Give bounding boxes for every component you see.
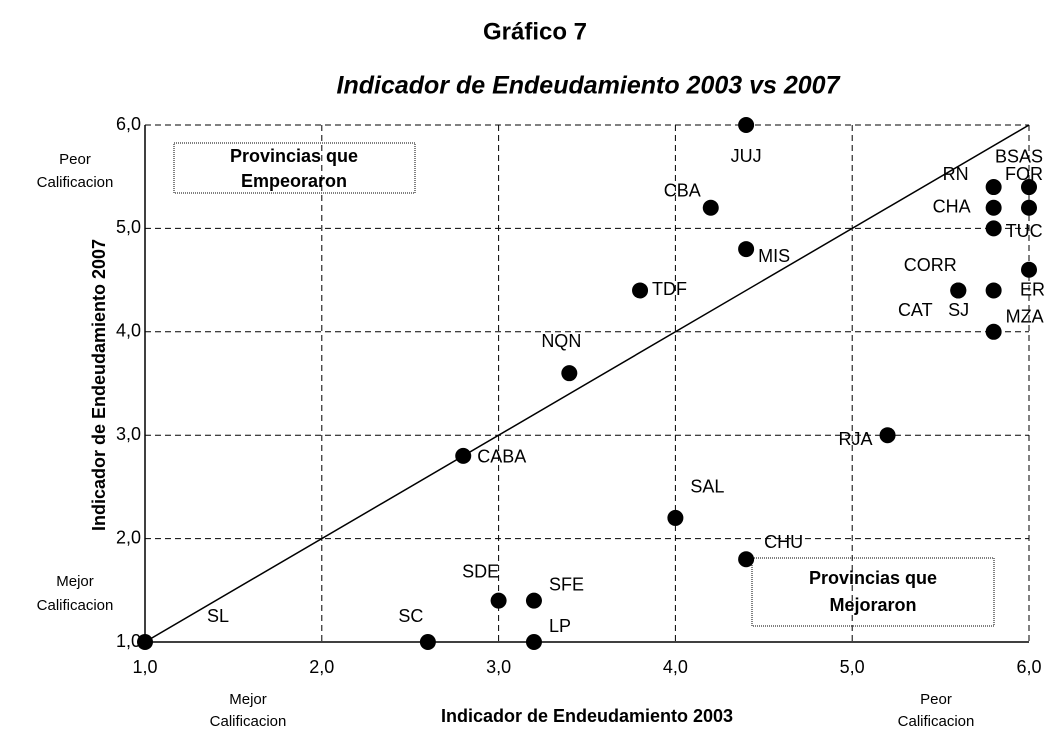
x-tick-label: 2,0 [309,657,334,677]
point [702,199,719,216]
point [561,365,578,382]
point [950,282,967,299]
point [525,592,542,609]
point [738,551,755,568]
x-tick-label: 1,0 [132,657,157,677]
point [985,199,1002,216]
annotation: Mejoraron [829,595,916,615]
point [985,323,1002,340]
box-worse-frame [173,142,416,194]
point [525,634,542,650]
point-label: FOR [1005,164,1043,184]
point-label: SDE [462,561,499,581]
point-label: BSAS [995,146,1043,166]
point-label: SJ [948,300,969,320]
y-tick-label: 1,0 [116,631,141,651]
annotation: Empeoraron [241,171,347,191]
y-tick-label: 3,0 [116,424,141,444]
x-axis-label: Indicador de Endeudamiento 2003 [441,706,733,726]
annotation: Mejor [56,573,94,590]
point-label: MIS [758,246,790,266]
point [667,509,684,526]
point-label: CHU [764,532,803,552]
point-label: SAL [690,477,724,497]
point [455,447,472,464]
y-tick-label: 6,0 [116,114,141,134]
point-label: MZA [1006,307,1044,327]
point [1021,199,1037,216]
point [985,179,1002,196]
point [632,282,649,299]
point-label: LP [549,616,571,636]
point [879,427,896,444]
chart-subtitle: Indicador de Endeudamiento 2003 vs 2007 [337,72,841,100]
point [1021,261,1037,278]
x-tick-label: 3,0 [486,657,511,677]
point-label: CAT [898,300,933,320]
y-axis-label: Indicador de Endeudamiento 2007 [89,239,109,531]
point-label: SC [398,606,423,626]
point-label: SFE [549,574,584,594]
annotation: Calificacion [37,174,114,191]
annotation: Calificacion [210,713,287,730]
point-label: SL [207,606,229,626]
point [985,220,1002,237]
point-label: CABA [477,447,526,467]
point-label: TUC [1006,221,1043,241]
box-better-frame [751,557,995,627]
point [738,117,755,133]
point [490,592,507,609]
annotation: Calificacion [37,597,114,614]
point-label: CHA [933,196,971,216]
x-tick-label: 4,0 [663,657,688,677]
point [419,634,436,650]
annotation: Mejor [229,691,267,708]
y-tick-label: 2,0 [116,527,141,547]
annotation: Calificacion [898,713,975,730]
x-tick-label: 6,0 [1016,657,1041,677]
point-label: CORR [904,255,957,275]
point-label: NQN [541,331,581,351]
annotation: Peor [59,151,91,168]
chart-title: Gráfico 7 [483,18,587,45]
y-tick-label: 5,0 [116,217,141,237]
point [137,634,153,650]
point-label: ER [1020,280,1045,300]
annotation: Provincias que [809,568,937,588]
point-label: CBA [664,180,701,200]
y-tick-label: 4,0 [116,321,141,341]
point [985,282,1002,299]
annotation: Peor [920,691,952,708]
point [738,241,755,258]
x-tick-label: 5,0 [840,657,865,677]
point [1021,179,1037,196]
point-label: RJA [839,429,873,449]
point-label: JUJ [731,146,762,166]
reference-line [144,124,1030,643]
point-label: TDF [652,279,687,299]
annotation: Provincias que [230,146,358,166]
point-label: RN [943,164,969,184]
